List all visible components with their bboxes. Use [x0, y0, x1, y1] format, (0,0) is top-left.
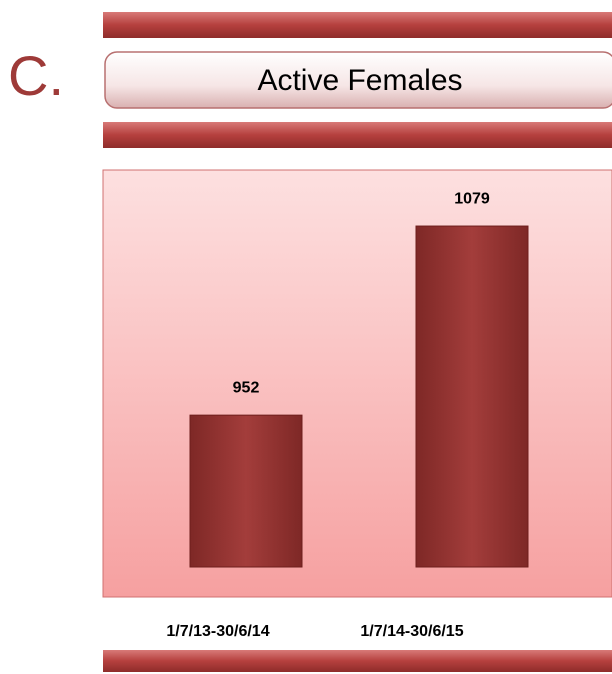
- x-tick-label: 1/7/13-30/6/14: [166, 623, 269, 640]
- x-tick-label: 1/7/14-30/6/15: [360, 623, 463, 640]
- decor-strip: [103, 122, 612, 148]
- title-box: [104, 51, 612, 109]
- plot-area: [102, 169, 612, 598]
- data-label: 1079: [454, 190, 490, 207]
- chart-title: Active Females: [257, 64, 462, 97]
- bar: [415, 225, 529, 568]
- bar: [189, 414, 303, 568]
- data-label: 952: [233, 379, 260, 396]
- decor-strip: [103, 12, 612, 38]
- decor-strip: [103, 650, 612, 672]
- section-label: C.: [8, 44, 64, 107]
